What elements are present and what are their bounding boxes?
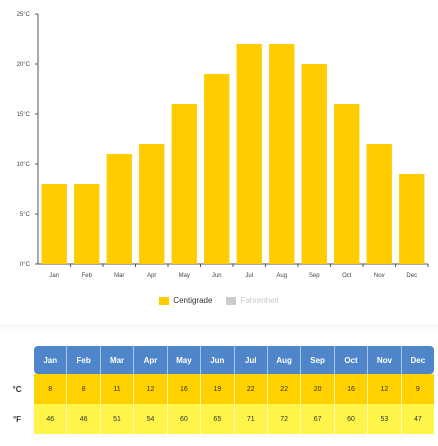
month-header-cell: Nov <box>368 346 402 374</box>
y-tick-label: 10°C <box>17 162 31 168</box>
chart-legend: Centigrade Fahrenheit <box>0 296 438 305</box>
legend-swatch-fahrenheit <box>226 296 237 305</box>
x-tick-label: Jan <box>49 273 59 279</box>
celsius-cell: 8 <box>67 374 101 404</box>
month-header-cell: Aug <box>267 346 302 374</box>
fahrenheit-cells: 46 46 51 54 60 65 71 72 67 60 53 47 <box>34 404 435 434</box>
bar-sep <box>301 64 327 264</box>
fahrenheit-cell: 53 <box>368 404 402 434</box>
fahrenheit-cell: 54 <box>134 404 168 434</box>
celsius-cell: 16 <box>167 374 202 404</box>
fahrenheit-cell: 71 <box>234 404 268 434</box>
celsius-cell: 22 <box>234 374 268 404</box>
celsius-cell: 20 <box>301 374 335 404</box>
celsius-cell: 12 <box>368 374 402 404</box>
celsius-row: °C 8 8 11 12 16 19 22 22 20 16 12 9 <box>0 374 438 404</box>
x-tick-label: Aug <box>276 273 287 279</box>
month-header-cell: Apr <box>134 346 168 374</box>
bar-nov <box>366 144 392 264</box>
month-header-cell: Jun <box>201 346 235 374</box>
bar-chart: 0°C 5°C 10°C 15°C 20°C 25°C Jan Feb Mar Apr May Jun… <box>17 12 429 279</box>
month-header-cell: Oct <box>334 346 369 374</box>
x-tick-label: Oct <box>342 273 352 279</box>
fahrenheit-row: °F 46 46 51 54 60 65 71 72 67 60 53 47 <box>0 404 438 434</box>
fahrenheit-cell: 60 <box>167 404 202 434</box>
celsius-cell: 11 <box>100 374 135 404</box>
celsius-row-label: °C <box>12 384 22 394</box>
celsius-cell: 19 <box>201 374 235 404</box>
y-tick-label: 25°C <box>17 12 31 18</box>
month-header-cell: Jan <box>34 346 68 374</box>
legend-item-fahrenheit[interactable]: Fahrenheit <box>226 296 279 305</box>
header-row-label <box>0 346 34 374</box>
y-tick-label: 5°C <box>20 212 31 218</box>
bar-oct <box>334 104 360 264</box>
celsius-cell: 8 <box>34 374 68 404</box>
celsius-cells: 8 8 11 12 16 19 22 22 20 16 12 9 <box>34 374 435 404</box>
x-tick-label: Apr <box>147 273 156 279</box>
y-tick-label: 20°C <box>17 62 31 68</box>
month-header-cell: Jul <box>234 346 268 374</box>
month-header-cell: Dec <box>401 346 434 374</box>
month-header-cell: Sep <box>301 346 335 374</box>
y-tick-label: 15°C <box>17 112 31 118</box>
bar-jun <box>204 74 230 264</box>
temperature-table: Jan Feb Mar Apr May Jun Jul Aug Sep Oct Nov Dec °C … <box>0 346 438 434</box>
legend-label-fahrenheit: Fahrenheit <box>240 296 279 305</box>
section-divider <box>0 324 438 334</box>
legend-label-centigrade: Centigrade <box>173 296 213 305</box>
celsius-cell: 9 <box>401 374 435 404</box>
bar-aug <box>269 44 295 264</box>
bar-may <box>171 104 197 264</box>
y-tick-label: 0°C <box>20 262 31 268</box>
bar-mar <box>106 154 132 264</box>
fahrenheit-cell: 65 <box>201 404 235 434</box>
celsius-cell: 22 <box>267 374 302 404</box>
celsius-cell: 12 <box>134 374 168 404</box>
x-tick-label: Mar <box>114 273 124 279</box>
table-header-row: Jan Feb Mar Apr May Jun Jul Aug Sep Oct Nov Dec <box>0 346 438 374</box>
x-tick-label: Sep <box>309 273 320 279</box>
fahrenheit-cell: 46 <box>67 404 101 434</box>
legend-swatch-centigrade <box>159 296 170 305</box>
x-tick-label: Nov <box>374 273 385 279</box>
legend-item-centigrade[interactable]: Centigrade <box>159 296 212 305</box>
month-header-cells: Jan Feb Mar Apr May Jun Jul Aug Sep Oct Nov Dec <box>34 346 434 374</box>
fahrenheit-cell: 67 <box>301 404 335 434</box>
x-tick-label: Dec <box>406 273 417 279</box>
x-tick-label: May <box>179 273 190 279</box>
x-tick-label: Feb <box>82 273 93 279</box>
bar-dec <box>399 174 425 264</box>
fahrenheit-cell: 60 <box>334 404 369 434</box>
fahrenheit-row-label: °F <box>12 414 22 424</box>
bar-jan <box>41 184 67 264</box>
celsius-cell: 16 <box>334 374 369 404</box>
bar-jul <box>236 44 262 264</box>
fahrenheit-cell: 46 <box>34 404 68 434</box>
month-header-cell: Feb <box>67 346 101 374</box>
x-tick-label: Jul <box>245 273 253 279</box>
fahrenheit-cell: 47 <box>401 404 435 434</box>
month-header-cell: Mar <box>100 346 135 374</box>
fahrenheit-cell: 51 <box>100 404 135 434</box>
bar-apr <box>139 144 165 264</box>
bar-feb <box>74 184 100 264</box>
month-header-cell: May <box>167 346 202 374</box>
x-tick-label: Jun <box>212 273 222 279</box>
fahrenheit-cell: 72 <box>267 404 302 434</box>
